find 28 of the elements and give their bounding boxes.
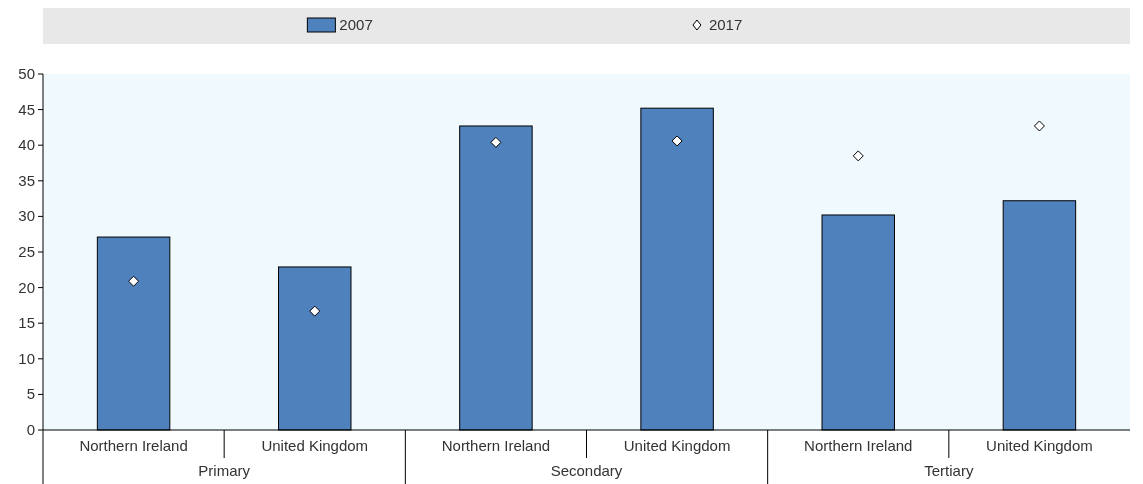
x-tick-label: United Kingdom (261, 437, 369, 454)
point (852, 150, 864, 162)
y-tick-label: 30 (18, 207, 35, 225)
x-tick-label: United Kingdom (623, 437, 731, 454)
x-tick-label: United Kingdom (986, 437, 1093, 454)
point (309, 305, 321, 317)
x-tick-label: Northern Ireland (441, 437, 551, 454)
text: Primary (198, 462, 251, 479)
point (490, 136, 502, 148)
y-tick-label: 0 (26, 421, 35, 438)
y-tick-label: 20 (18, 278, 35, 296)
x-tick-label: Northern Ireland (79, 437, 188, 454)
legend-label: 2017 (708, 16, 743, 33)
y-tick-label: 25 (18, 243, 35, 260)
text: Tertiary (924, 462, 974, 479)
y-tick-label: 45 (18, 100, 35, 118)
point (128, 275, 140, 287)
x-tick-label: Northern Ireland (804, 437, 913, 454)
y-tick-label: 35 (18, 171, 35, 189)
y-tick-label: 10 (18, 349, 35, 367)
point (1033, 120, 1045, 132)
y-tick-label: 40 (18, 136, 35, 154)
legend-label: 2007 (339, 16, 373, 33)
y-tick-label: 15 (18, 314, 35, 332)
y-tick-label: 50 (18, 65, 35, 82)
text: Secondary (550, 462, 623, 479)
y-tick-label: 5 (26, 385, 35, 403)
point (671, 135, 683, 147)
